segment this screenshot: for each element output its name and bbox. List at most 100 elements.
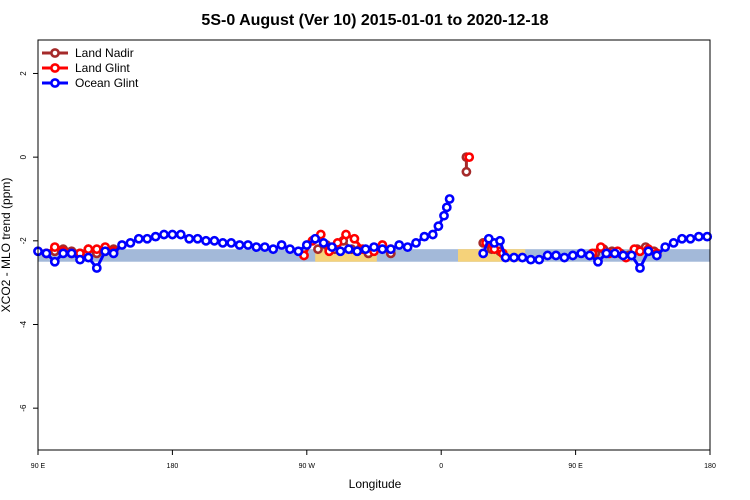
data-point: [142, 233, 153, 244]
data-point: [285, 244, 295, 255]
data-point: [75, 254, 85, 265]
data-point: [369, 242, 379, 252]
data-point: [209, 235, 220, 246]
data-point: [517, 252, 528, 263]
legend-label: Ocean Glint: [75, 76, 139, 90]
data-point: [461, 166, 472, 177]
data-point: [693, 231, 704, 242]
data-point: [117, 240, 127, 250]
chart-title: 5S-0 August (Ver 10) 2015-01-01 to 2020-…: [201, 12, 548, 29]
x-tick-label: 180: [704, 463, 716, 470]
x-tick-label: 90 W: [299, 463, 316, 470]
data-point: [49, 256, 60, 267]
x-axis: 90 E 180 90 W 0 90 E 180: [31, 450, 716, 470]
data-point: [525, 254, 536, 265]
x-tick-label: 90 E: [31, 463, 46, 470]
data-point: [150, 231, 161, 242]
data-point: [133, 233, 144, 244]
data-point: [318, 238, 329, 248]
data-point: [635, 263, 645, 273]
y-tick-label: -6: [19, 404, 28, 412]
data-point: [341, 229, 351, 240]
data-point: [91, 263, 102, 273]
data-point: [259, 242, 270, 252]
data-point: [91, 244, 102, 255]
data-point: [677, 233, 687, 244]
data-point: [626, 250, 637, 261]
data-point: [702, 231, 713, 242]
x-tick-label: 90 E: [568, 463, 583, 470]
data-point: [327, 242, 337, 252]
data-point: [226, 238, 237, 248]
series-layer: [33, 152, 713, 273]
plot-frame: [37, 39, 711, 451]
data-point: [343, 244, 354, 255]
data-point: [184, 233, 195, 244]
data-point: [609, 248, 620, 259]
y-axis: 2 0 -2 -4 -6: [19, 71, 38, 412]
data-point: [635, 246, 645, 257]
data-point: [534, 254, 545, 265]
data-point: [567, 250, 578, 261]
x-tick-label: 0: [439, 463, 443, 470]
legend-marker: [50, 78, 60, 88]
y-tick-label: -2: [19, 237, 28, 245]
data-point: [411, 238, 421, 248]
data-point: [509, 252, 519, 263]
data-point: [349, 233, 360, 244]
data-point: [542, 250, 553, 261]
data-point: [310, 233, 321, 244]
data-point: [217, 238, 228, 248]
legend-label: Land Nadir: [75, 46, 134, 60]
data-point: [576, 248, 587, 259]
data-point: [313, 244, 323, 255]
data-point: [660, 242, 671, 252]
data-point: [495, 235, 505, 246]
data-point: [66, 248, 77, 259]
data-point: [377, 244, 388, 255]
data-point: [100, 246, 111, 257]
data-point: [439, 210, 449, 221]
data-point: [441, 202, 452, 213]
data-point: [352, 246, 363, 257]
data-point: [49, 242, 60, 252]
data-point: [125, 238, 136, 248]
legend-marker: [50, 48, 60, 58]
data-point: [335, 246, 346, 257]
data-point: [293, 246, 304, 257]
data-point: [593, 256, 603, 267]
data-point: [243, 240, 253, 250]
data-point: [559, 252, 570, 263]
data-point: [41, 248, 52, 259]
legend-label: Land Glint: [75, 61, 130, 75]
data-point: [301, 240, 312, 250]
data-point: [500, 252, 511, 263]
data-point: [427, 229, 438, 240]
data-point: [433, 221, 444, 232]
data-point: [394, 240, 405, 250]
data-point: [58, 248, 69, 259]
data-point: [478, 248, 489, 259]
x-axis-label: Longitude: [349, 477, 402, 491]
data-point: [251, 242, 262, 252]
data-point: [584, 250, 595, 261]
data-point: [551, 250, 561, 261]
data-point: [618, 250, 629, 261]
y-tick-label: -4: [19, 320, 28, 328]
data-point: [601, 248, 612, 259]
data-point: [385, 244, 396, 255]
data-point: [268, 244, 279, 255]
y-tick-label: 2: [19, 71, 28, 76]
data-point: [595, 242, 606, 252]
data-point: [175, 229, 186, 240]
data-point: [668, 238, 679, 248]
data-point: [167, 229, 178, 240]
data-point: [643, 246, 654, 257]
data-point: [276, 240, 287, 250]
data-point: [464, 152, 475, 163]
data-point: [159, 229, 169, 240]
data-point: [83, 244, 94, 255]
data-point: [444, 194, 455, 204]
